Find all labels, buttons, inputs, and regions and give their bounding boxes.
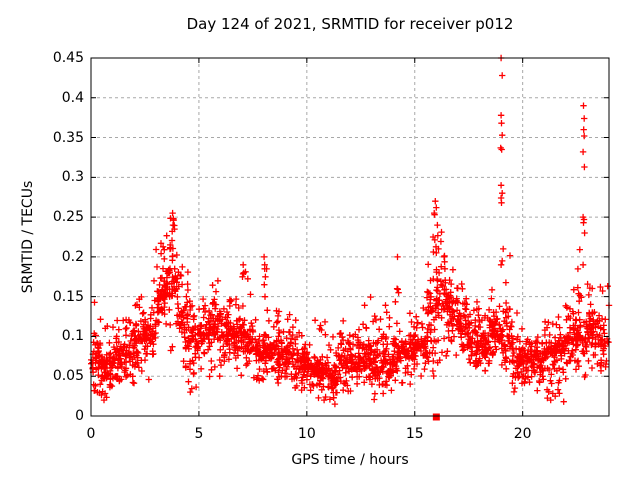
y-tick-label: 0.35 xyxy=(52,129,84,146)
y-tick-label: 0.2 xyxy=(61,248,84,265)
x-tick-label: 15 xyxy=(405,426,424,442)
y-tick-label: 0.15 xyxy=(52,288,84,305)
chart-title: Day 124 of 2021, SRMTID for receiver p01… xyxy=(186,15,514,33)
y-tick-label: 0.1 xyxy=(61,328,84,345)
y-tick-label: 0.3 xyxy=(61,169,84,186)
y-tick-label: 0.4 xyxy=(61,89,84,106)
plot-border xyxy=(90,57,610,417)
y-tick-label: 0.45 xyxy=(52,50,84,66)
y-tick-label: 0.25 xyxy=(52,209,84,226)
x-axis-label: GPS time / hours xyxy=(291,452,409,468)
y-tick-label: 0 xyxy=(75,408,84,424)
axis-ticks xyxy=(90,57,609,417)
axis-marker-square xyxy=(432,413,440,421)
x-tick-label: 20 xyxy=(513,426,532,442)
x-tick-label: 10 xyxy=(297,426,316,442)
x-tick-label: 5 xyxy=(194,426,204,442)
x-tick-label: 0 xyxy=(86,426,96,442)
scatter-points xyxy=(88,54,613,408)
y-tick-label: 0.05 xyxy=(52,368,84,385)
